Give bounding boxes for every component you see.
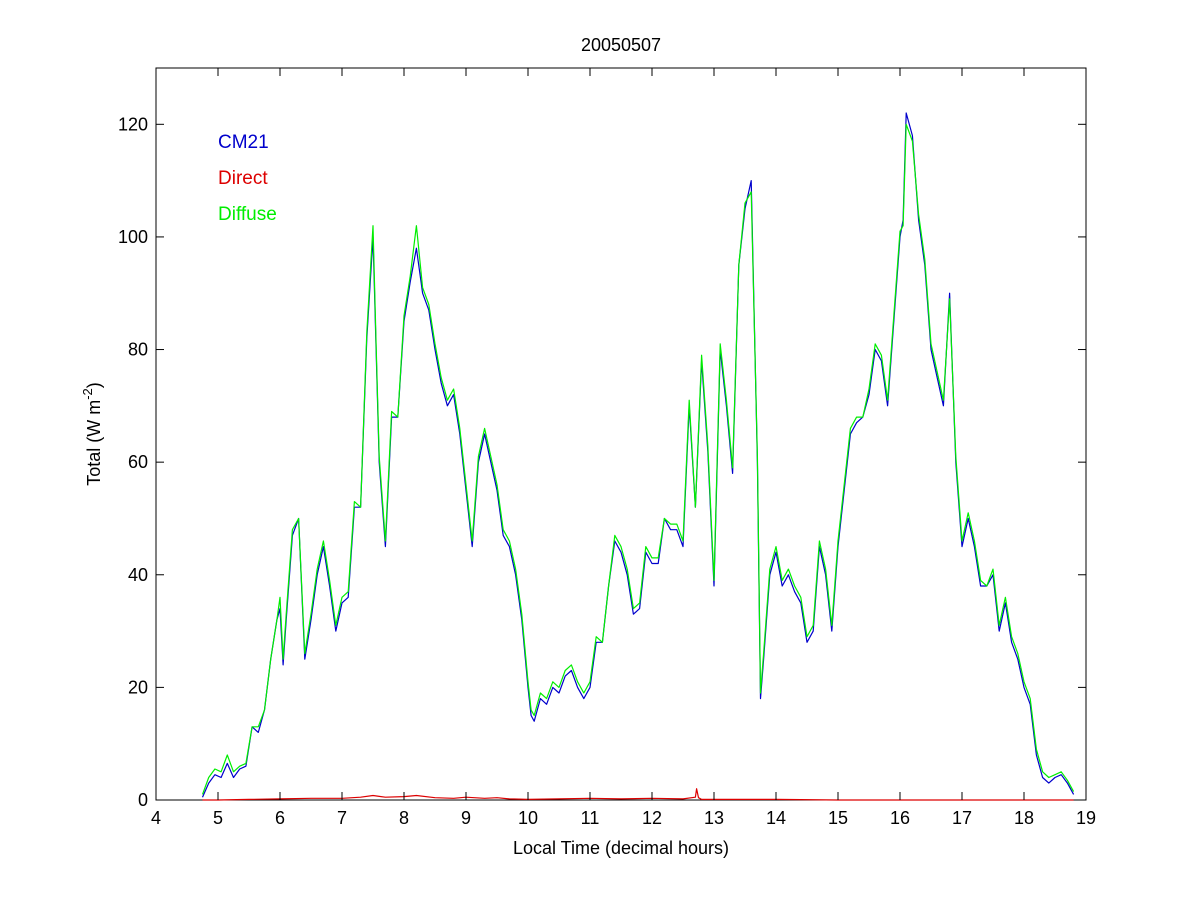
- x-tick-label-18: 18: [1014, 808, 1034, 828]
- y-axis-title: Total (W m-2): [80, 382, 104, 486]
- x-tick-label-12: 12: [642, 808, 662, 828]
- y-tick-label-40: 40: [128, 565, 148, 585]
- y-axis: 0 20 40 60 80 100 120: [118, 114, 1086, 810]
- y-tick-label-20: 20: [128, 677, 148, 697]
- x-tick-label-10: 10: [518, 808, 538, 828]
- legend: CM21 Direct Diffuse: [218, 132, 277, 225]
- series-line-diffuse: [201, 123, 1075, 795]
- x-tick-label-9: 9: [461, 808, 471, 828]
- series-layer: [201, 112, 1075, 801]
- x-tick-label-5: 5: [213, 808, 223, 828]
- series-line-direct: [202, 788, 1074, 801]
- y-axis-title-main: Total (W m: [84, 400, 104, 486]
- x-tick-label-8: 8: [399, 808, 409, 828]
- plot-frame: [155, 67, 1087, 801]
- legend-entry-diffuse: Diffuse: [218, 204, 277, 225]
- y-tick-label-100: 100: [118, 227, 148, 247]
- y-tick-label-120: 120: [118, 114, 148, 134]
- legend-entry-direct: Direct: [218, 168, 268, 189]
- x-tick-label-19: 19: [1076, 808, 1096, 828]
- x-tick-label-7: 7: [337, 808, 347, 828]
- x-axis-title: Local Time (decimal hours): [513, 838, 729, 858]
- y-axis-title-superscript: -2: [80, 388, 95, 400]
- x-tick-label-17: 17: [952, 808, 972, 828]
- y-axis-title-close: ): [84, 382, 104, 388]
- x-axis: 4 5 6 7 8 9 10 11 12 13 14 15 16 17 18 19: [151, 68, 1096, 828]
- y-tick-label-0: 0: [138, 790, 148, 810]
- x-tick-label-11: 11: [581, 808, 600, 828]
- x-tick-label-15: 15: [828, 808, 848, 828]
- x-tick-label-16: 16: [890, 808, 910, 828]
- series-line-cm21: [201, 112, 1075, 798]
- x-tick-label-14: 14: [766, 808, 786, 828]
- x-tick-label-13: 13: [704, 808, 724, 828]
- x-tick-label-6: 6: [275, 808, 285, 828]
- chart-title: 20050507: [581, 35, 661, 55]
- legend-entry-cm21: CM21: [218, 132, 269, 153]
- y-tick-label-60: 60: [128, 452, 148, 472]
- y-tick-label-80: 80: [128, 340, 148, 360]
- x-tick-label-4: 4: [151, 808, 161, 828]
